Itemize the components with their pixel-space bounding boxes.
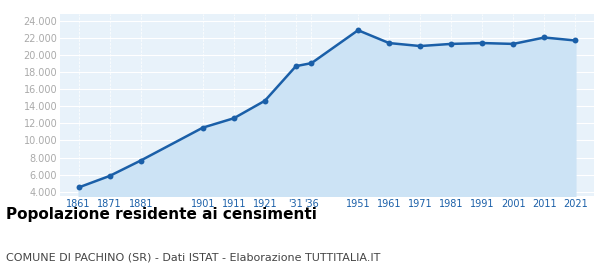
Text: Popolazione residente ai censimenti: Popolazione residente ai censimenti	[6, 207, 317, 222]
Text: COMUNE DI PACHINO (SR) - Dati ISTAT - Elaborazione TUTTITALIA.IT: COMUNE DI PACHINO (SR) - Dati ISTAT - El…	[6, 252, 380, 262]
Point	[260, 99, 270, 103]
Point	[198, 125, 208, 130]
Point	[291, 64, 301, 68]
Point	[508, 42, 518, 46]
Point	[384, 41, 394, 45]
Point	[353, 28, 363, 32]
Point	[105, 174, 115, 178]
Point	[74, 185, 83, 190]
Point	[136, 158, 146, 163]
Point	[229, 116, 239, 120]
Point	[478, 41, 487, 45]
Point	[446, 42, 456, 46]
Point	[307, 61, 316, 65]
Point	[415, 44, 425, 48]
Point	[539, 35, 549, 40]
Point	[571, 38, 580, 43]
